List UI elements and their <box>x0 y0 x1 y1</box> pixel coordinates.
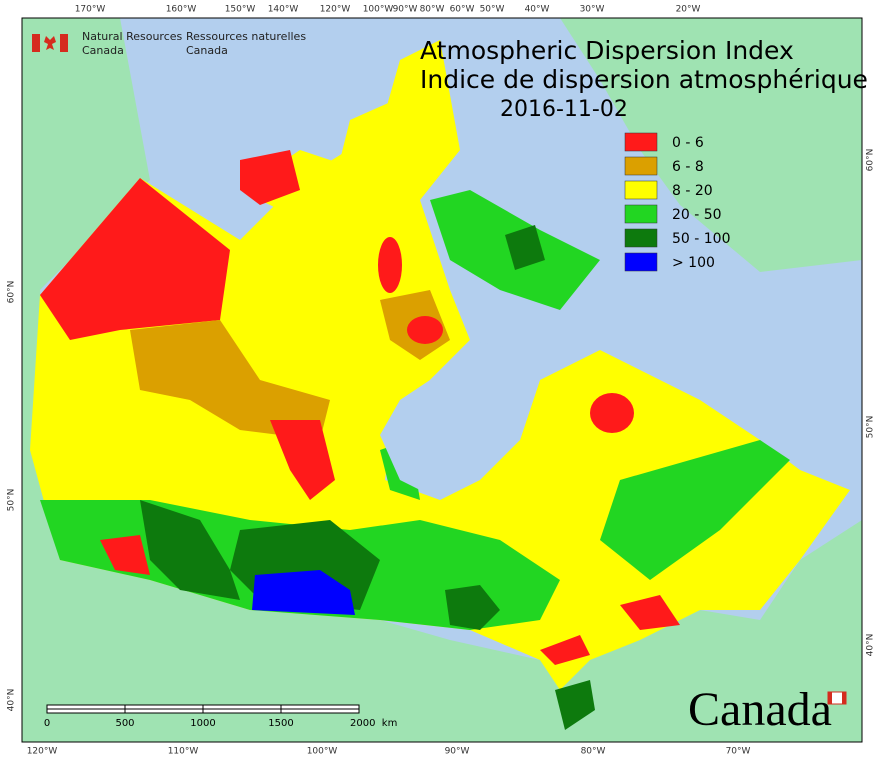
legend-swatch <box>624 204 658 224</box>
scale-bar: 0 500 1000 1500 2000 km <box>44 704 397 729</box>
flag-bar <box>60 34 68 52</box>
index-zone <box>445 585 500 630</box>
longitude-label: 170°W <box>75 5 106 15</box>
arctic-islands <box>340 100 420 170</box>
scale-label: 0 <box>44 718 50 729</box>
legend: 0 - 6 6 - 8 8 - 20 20 - 50 50 - 100 > 100 <box>624 132 731 272</box>
longitude-label: 110°W <box>168 747 199 757</box>
longitude-label: 90°W <box>445 747 470 757</box>
land <box>22 18 862 742</box>
legend-label: > 100 <box>672 255 715 271</box>
scale-label: 2000 km <box>350 718 397 729</box>
longitude-label: 20°W <box>676 5 701 15</box>
legend-swatch <box>624 228 658 248</box>
legend-label: 50 - 100 <box>672 231 731 247</box>
index-zone <box>555 680 595 730</box>
legend-swatch <box>624 180 658 200</box>
longitude-label: 40°W <box>525 5 550 15</box>
index-zone <box>40 178 230 340</box>
dept-fr: Canada <box>186 44 228 57</box>
legend-swatch <box>624 252 658 272</box>
index-zone <box>505 225 545 270</box>
wordmark-flag <box>828 692 832 704</box>
latitude-label: 50°N <box>7 489 17 512</box>
greenland <box>560 18 862 272</box>
title: Atmospheric Dispersion Index <box>420 36 794 65</box>
index-zone <box>140 500 240 600</box>
longitude-label: 70°W <box>726 747 751 757</box>
longitude-label: 160°W <box>166 5 197 15</box>
longitude-label: 120°W <box>320 5 351 15</box>
longitude-label: 80°W <box>581 747 606 757</box>
map-frame <box>21 17 863 743</box>
scale-label: 500 <box>115 718 134 729</box>
index-zone <box>540 635 590 665</box>
scale-segment <box>124 704 204 710</box>
dept-en: Canada <box>82 44 124 57</box>
latitude-label: 40°N <box>7 689 17 712</box>
longitude-label: 50°W <box>480 5 505 15</box>
flag-bar <box>32 34 40 52</box>
wordmark-text: Canada <box>688 683 832 736</box>
hudson-bay <box>380 340 540 500</box>
scale-segment <box>124 708 204 714</box>
index-zone <box>407 316 443 344</box>
graticule-labels: 170°W 160°W 150°W 140°W 120°W 100°W 90°W 80°W 60… <box>7 5 876 757</box>
longitude-label: 100°W <box>363 5 394 15</box>
latitude-label: 40°N <box>866 634 876 657</box>
index-zone <box>240 150 300 205</box>
title: Indice de dispersion atmosphérique <box>420 65 868 94</box>
longitude-label: 80°W <box>420 5 445 15</box>
index-zone <box>590 393 634 433</box>
index-zone <box>270 420 335 500</box>
scale-label: 1500 <box>268 718 293 729</box>
scale-segment <box>280 704 360 710</box>
legend-swatch <box>624 156 658 176</box>
map <box>21 17 863 743</box>
scale-label: 1000 <box>190 718 215 729</box>
wordmark: Canada <box>688 683 847 736</box>
agency-signature: Natural Resources Canada Ressources natu… <box>32 30 306 57</box>
legend-swatch <box>624 132 658 152</box>
longitude-label: 120°W <box>27 747 58 757</box>
scale-segment <box>280 708 360 714</box>
index-zone <box>378 237 402 293</box>
latitude-label: 50°N <box>866 416 876 439</box>
legend-label: 0 - 6 <box>672 135 704 151</box>
longitude-label: 60°W <box>450 5 475 15</box>
index-zone <box>252 570 355 615</box>
dept-en: Natural Resources <box>82 30 183 43</box>
dept-fr: Ressources naturelles <box>186 30 306 43</box>
latitude-label: 60°N <box>866 149 876 172</box>
longitude-label: 90°W <box>393 5 418 15</box>
legend-label: 6 - 8 <box>672 159 704 175</box>
longitude-label: 100°W <box>307 747 338 757</box>
longitude-label: 30°W <box>580 5 605 15</box>
flag-leaf <box>44 36 56 50</box>
index-zone <box>100 535 150 575</box>
index-zone <box>600 440 790 580</box>
index-zone <box>130 320 330 440</box>
scale-segment <box>202 708 282 714</box>
scale-segment <box>46 708 126 714</box>
legend-label: 8 - 20 <box>672 183 713 199</box>
latitude-label: 60°N <box>7 281 17 304</box>
scale-segment <box>46 704 126 710</box>
wordmark-flag <box>842 692 846 704</box>
legend-label: 20 - 50 <box>672 207 722 223</box>
date: 2016-11-02 <box>500 97 628 122</box>
longitude-label: 140°W <box>268 5 299 15</box>
index-zone <box>620 595 680 630</box>
scale-segment <box>202 704 282 710</box>
longitude-label: 150°W <box>225 5 256 15</box>
